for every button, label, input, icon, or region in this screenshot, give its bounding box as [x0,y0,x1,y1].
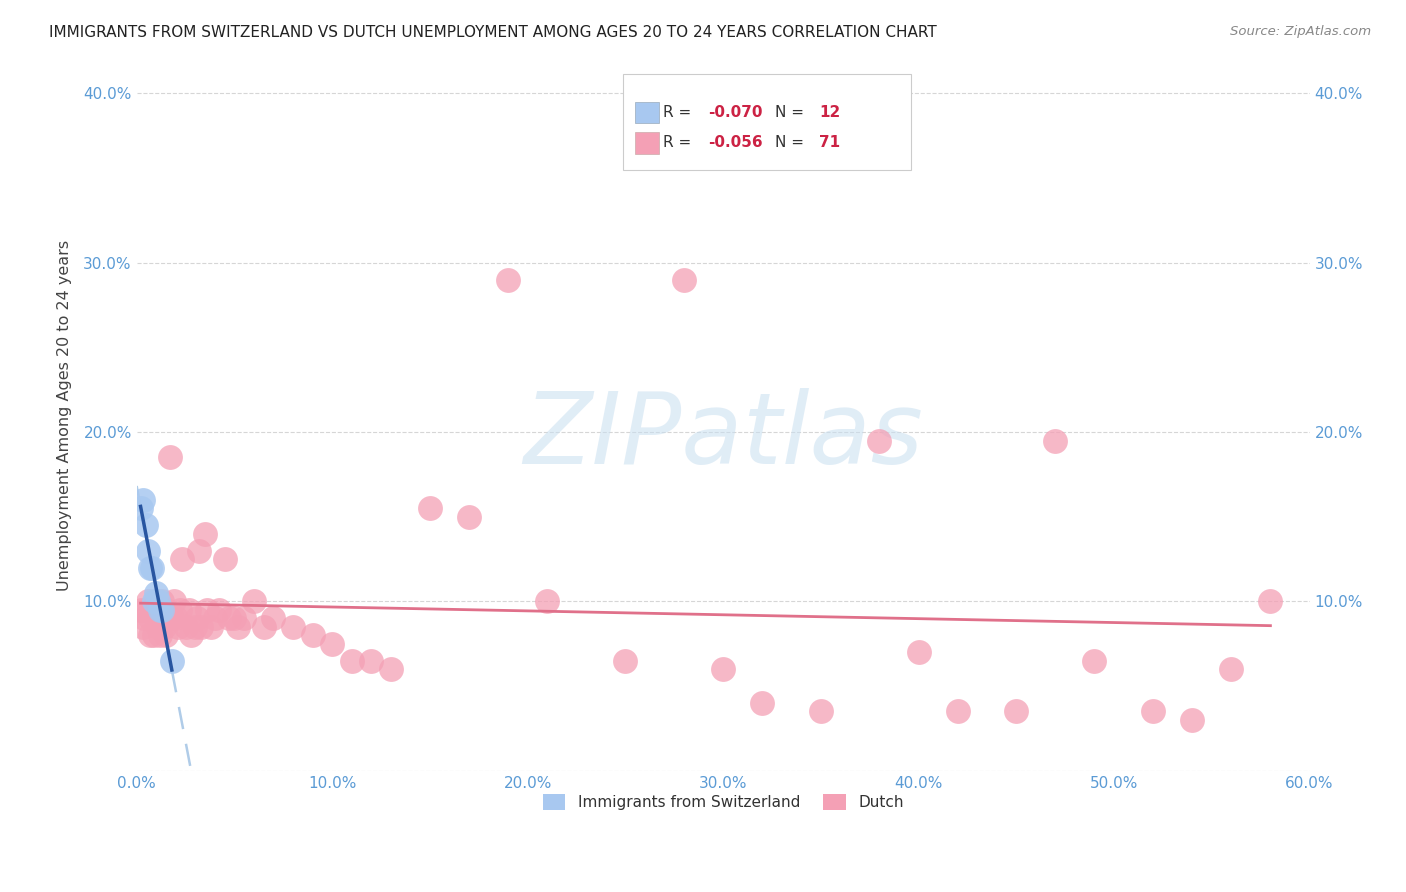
Point [340,654,363,668]
FancyBboxPatch shape [636,132,658,153]
Point [139,560,162,574]
Point [946,705,969,719]
Point [186,611,208,625]
Point [135,518,157,533]
Point [135,603,157,617]
Point [138,543,160,558]
Point [711,662,734,676]
FancyBboxPatch shape [636,102,658,123]
Text: N =: N = [775,136,808,151]
Point [1005,705,1028,719]
Point [869,434,891,448]
Point [143,594,166,608]
Point [907,645,929,659]
Point [156,611,179,625]
Point [301,628,323,642]
Point [281,620,304,634]
Text: IMMIGRANTS FROM SWITZERLAND VS DUTCH UNEMPLOYMENT AMONG AGES 20 TO 24 YEARS CORR: IMMIGRANTS FROM SWITZERLAND VS DUTCH UNE… [49,25,936,40]
Point [170,552,193,566]
Point [253,620,276,634]
Point [204,611,226,625]
Point [134,611,156,625]
Point [131,492,153,507]
Point [1181,713,1204,727]
Text: N =: N = [775,104,808,120]
Text: -0.070: -0.070 [707,104,762,120]
Point [150,603,173,617]
Point [360,654,382,668]
Point [233,611,256,625]
Point [143,628,166,642]
Point [1083,654,1105,668]
Point [208,603,231,617]
Text: 12: 12 [820,104,841,120]
Point [155,603,177,617]
Point [1045,434,1067,448]
Y-axis label: Unemployment Among Ages 20 to 24 years: Unemployment Among Ages 20 to 24 years [58,240,72,591]
Point [155,628,177,642]
Point [145,611,167,625]
Point [150,594,173,608]
Point [169,603,191,617]
Point [1260,594,1282,608]
Point [146,594,169,608]
Point [1220,662,1243,676]
Point [188,543,211,558]
Point [180,628,202,642]
Point [224,611,246,625]
Point [141,560,163,574]
Text: 71: 71 [820,136,841,151]
Point [214,552,236,566]
Point [190,620,212,634]
Point [145,586,167,600]
Text: ZIPatlas: ZIPatlas [523,388,922,485]
Point [321,637,343,651]
Point [672,273,695,287]
Point [129,603,152,617]
Point [195,603,218,617]
Point [139,628,162,642]
Point [138,594,160,608]
Point [149,628,172,642]
Point [139,611,162,625]
Point [380,662,402,676]
Point [163,594,186,608]
Point [159,450,181,465]
Point [536,594,558,608]
Point [226,620,249,634]
Point [194,526,217,541]
FancyBboxPatch shape [623,74,911,169]
Point [184,620,207,634]
Text: R =: R = [664,136,696,151]
Point [200,620,222,634]
Point [149,603,172,617]
Point [131,620,153,634]
Point [179,603,201,617]
Point [218,611,240,625]
Legend: Immigrants from Switzerland, Dutch: Immigrants from Switzerland, Dutch [537,789,910,816]
Point [496,273,519,287]
Point [243,594,266,608]
Point [165,611,187,625]
Point [810,705,832,719]
Text: R =: R = [664,104,696,120]
Point [174,620,197,634]
Point [166,620,188,634]
Point [419,501,441,516]
Point [129,501,152,516]
Point [160,611,183,625]
Point [149,603,172,617]
Point [145,594,167,608]
Point [141,603,163,617]
Point [160,654,183,668]
Point [1142,705,1164,719]
Text: -0.056: -0.056 [707,136,762,151]
Point [153,620,176,634]
Point [263,611,285,625]
Point [146,620,169,634]
Point [751,696,773,710]
Point [614,654,637,668]
Text: Source: ZipAtlas.com: Source: ZipAtlas.com [1230,25,1371,38]
Point [458,509,481,524]
